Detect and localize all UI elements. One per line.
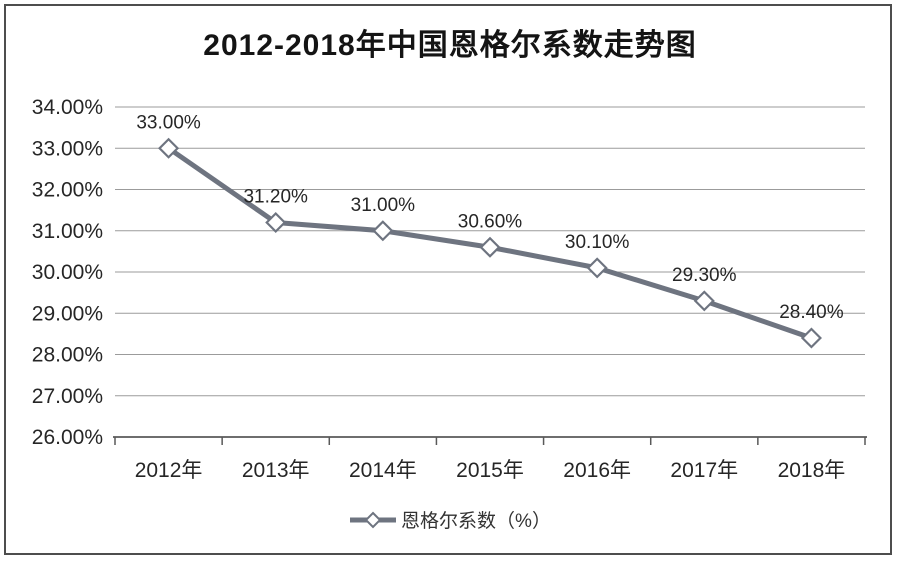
data-point-marker — [693, 290, 715, 312]
data-point-marker — [479, 236, 501, 258]
y-axis-tick-label: 34.00% — [32, 96, 103, 119]
chart-frame — [4, 4, 892, 555]
y-axis-tick-label: 30.00% — [32, 261, 103, 284]
data-point-marker — [265, 211, 287, 234]
data-label: 28.40% — [779, 302, 844, 323]
x-axis-tick-label: 2017年 — [670, 459, 738, 482]
chart-title: 2012-2018年中国恩格尔系数走势图 — [203, 29, 697, 62]
y-axis-tick-label: 27.00% — [32, 385, 103, 408]
data-label: 33.00% — [136, 112, 201, 133]
data-point-marker — [800, 327, 822, 349]
x-axis-tick-label: 2016年 — [563, 459, 631, 482]
data-label: 30.10% — [565, 232, 630, 253]
y-axis-tick-label: 32.00% — [32, 179, 103, 202]
data-label: 29.30% — [672, 265, 737, 286]
data-label: 31.20% — [243, 187, 308, 208]
y-axis-tick-label: 33.00% — [32, 137, 103, 160]
y-axis-tick-label: 31.00% — [32, 220, 103, 243]
x-axis-tick-label: 2015年 — [456, 459, 524, 482]
legend: 恩格尔系数（%） — [0, 506, 900, 533]
data-point-marker — [158, 137, 180, 159]
legend-line-marker-icon — [350, 511, 397, 528]
data-label: 31.00% — [351, 195, 416, 216]
y-axis-tick-label: 28.00% — [32, 344, 103, 367]
y-axis-tick-label: 29.00% — [32, 302, 103, 325]
data-point-marker — [372, 220, 394, 242]
legend-label: 恩格尔系数（%） — [401, 511, 551, 532]
x-axis-tick-label: 2013年 — [242, 459, 310, 482]
x-axis-tick-label: 2012年 — [135, 459, 203, 482]
x-axis-tick-label: 2014年 — [349, 459, 417, 482]
data-point-marker — [586, 257, 608, 279]
x-axis-tick-label: 2018年 — [778, 459, 846, 482]
data-label: 30.60% — [458, 211, 523, 232]
y-axis-tick-label: 26.00% — [32, 426, 103, 449]
